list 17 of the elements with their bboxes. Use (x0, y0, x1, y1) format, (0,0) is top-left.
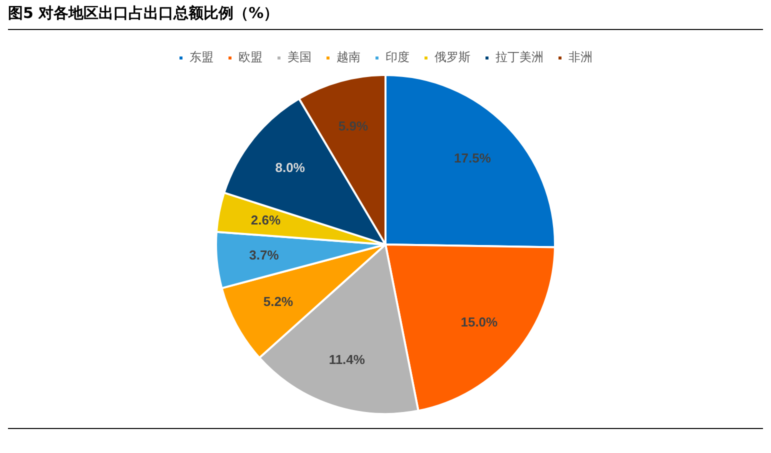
legend-label: 拉丁美洲 (496, 50, 544, 64)
legend-label: 东盟 (190, 50, 214, 64)
data-label: 15.0% (460, 314, 498, 330)
legend-label: 越南 (336, 50, 360, 64)
data-label: 5.2% (263, 294, 294, 310)
chart-title: 图5 对各地区出口占出口总额比例（%） (8, 4, 763, 30)
legend-label: 俄罗斯 (434, 50, 470, 64)
legend-label: 欧盟 (238, 50, 262, 64)
legend-label: 美国 (288, 50, 312, 64)
data-label: 17.5% (454, 150, 492, 166)
data-label: 8.0% (275, 160, 306, 175)
data-label: 5.9% (338, 118, 368, 134)
data-label: 2.6% (250, 212, 281, 228)
legend-label: 非洲 (568, 50, 592, 64)
data-label: 3.7% (249, 247, 280, 262)
legend-label: 印度 (386, 50, 410, 64)
data-label: 11.4% (328, 352, 366, 367)
